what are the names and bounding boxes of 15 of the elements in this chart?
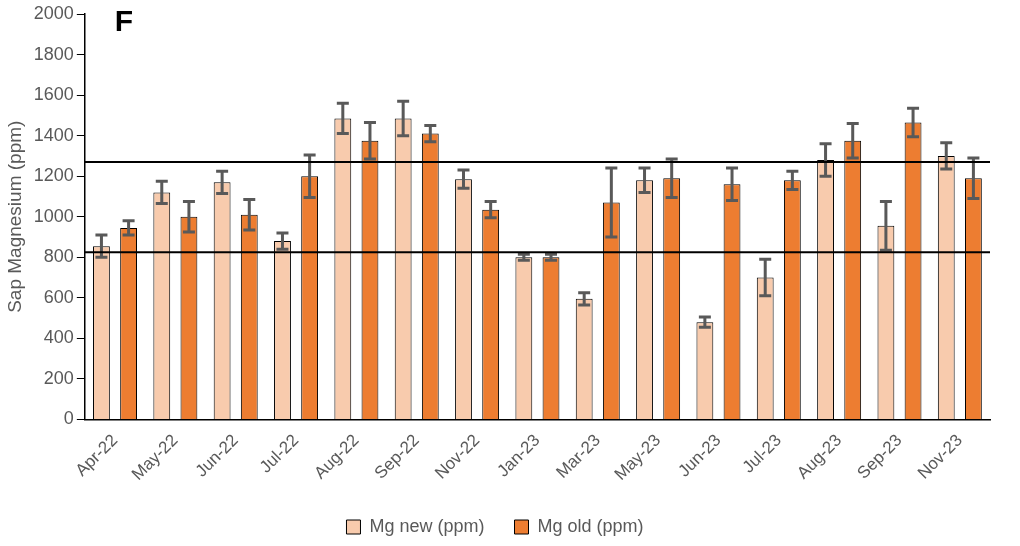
y-tick-label: 1000 xyxy=(33,205,74,226)
y-tick-label: 0 xyxy=(63,408,74,429)
y-tick-label: 1600 xyxy=(33,84,74,105)
y-tick-label: 1200 xyxy=(33,165,74,186)
y-tick-label: 200 xyxy=(43,367,74,388)
y-tick-label: 400 xyxy=(43,327,74,348)
y-axis-title: Sap Magnesium (ppm) xyxy=(3,120,25,313)
y-tick-label: 2000 xyxy=(33,2,74,23)
legend-label: Mg old (ppm) xyxy=(537,515,644,536)
legend-label: Mg new (ppm) xyxy=(369,515,485,536)
y-tick-label: 800 xyxy=(43,246,74,267)
chart-title: F xyxy=(114,4,134,38)
y-tick-label: 1400 xyxy=(33,124,74,145)
y-tick-label: 600 xyxy=(43,286,74,307)
y-tick-label: 1800 xyxy=(33,43,74,64)
